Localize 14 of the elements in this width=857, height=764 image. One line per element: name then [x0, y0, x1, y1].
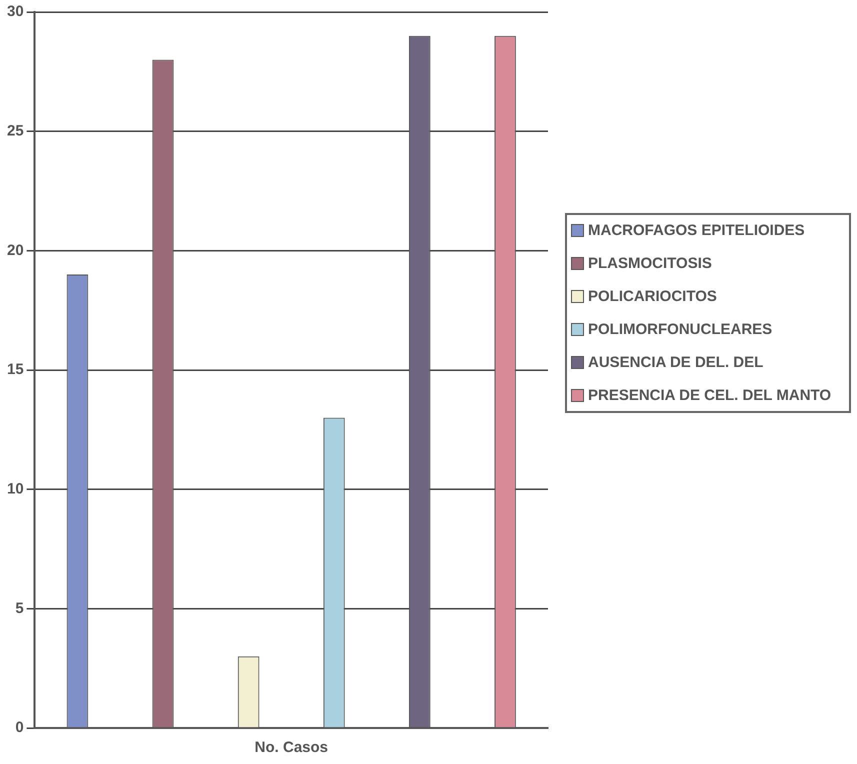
y-tick-label: 25: [6, 122, 24, 140]
legend-label: POLICARIOCITOS: [588, 287, 717, 306]
legend-label: PLASMOCITOSIS: [588, 254, 712, 273]
legend-label: MACROFAGOS EPITELIOIDES: [588, 221, 805, 240]
y-tick-label: 10: [6, 480, 24, 498]
legend-label: PRESENCIA DE CEL. DEL MANTO: [588, 386, 832, 405]
x-tick-label: No. Casos: [254, 739, 328, 756]
y-tick-label: 0: [15, 719, 24, 736]
y-tick-label: 20: [6, 242, 24, 259]
y-tick-label: 15: [6, 361, 24, 378]
legend-label: POLIMORFONUCLEARES: [588, 320, 772, 339]
legend-label: AUSENCIA DE DEL. DEL: [588, 353, 764, 372]
y-tick-label: 5: [15, 600, 24, 617]
y-tick-label: 30: [6, 3, 24, 20]
